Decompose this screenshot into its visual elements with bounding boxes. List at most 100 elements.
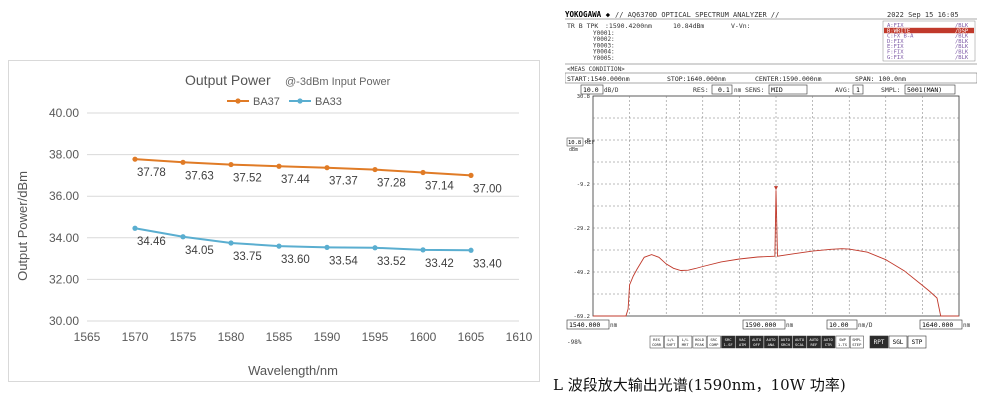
osa-softkey[interactable] — [678, 335, 693, 349]
osa-sens-box[interactable] — [768, 84, 808, 95]
osa-softkey[interactable] — [835, 335, 850, 349]
osa-softkey[interactable] — [849, 335, 864, 349]
osa-ref-box[interactable] — [566, 137, 584, 147]
chart-legend: BA37 BA33 — [227, 96, 342, 108]
data-point-BA33 — [468, 247, 474, 253]
osa-mode-label: STP — [912, 339, 923, 346]
chart-series: 37.78 37.63 37.52 37.44 37.37 37.28 37.14 37.00… — [132, 156, 502, 270]
osa-res-box[interactable] — [711, 84, 733, 95]
osa-start: START:1540.000nm — [567, 75, 630, 83]
osa-trace-name[interactable]: G:FIX — [887, 55, 904, 61]
osa-trace-name[interactable]: E:FIX — [887, 44, 904, 50]
osa-y-tick-label: 30.8 — [577, 94, 590, 100]
osa-softkey[interactable] — [664, 335, 678, 349]
x-tick-label: 1575 — [170, 330, 197, 344]
data-point-BA33 — [324, 244, 330, 250]
osa-smpl-label: SMPL: — [881, 86, 901, 94]
data-point-BA37 — [468, 172, 474, 178]
osa-softkey[interactable] — [692, 335, 707, 349]
osa-trace-name[interactable]: C:FX B-A — [887, 34, 914, 40]
osa-softkey[interactable] — [649, 335, 664, 349]
osa-trace-mode: /BLK — [955, 23, 969, 29]
osa-softkey-label: RES — [653, 337, 661, 342]
y-tick-label: 30.00 — [49, 314, 79, 328]
data-point-BA33 — [228, 240, 234, 246]
osa-softkey[interactable] — [821, 335, 836, 349]
data-label-BA37: 37.63 — [185, 170, 214, 182]
osa-percent: -98% — [567, 339, 582, 346]
osa-y-tick-label: -49.2 — [573, 270, 590, 276]
osa-softkey[interactable] — [706, 335, 721, 349]
osa-softkey-label: L/L — [667, 337, 675, 342]
osa-marker-row: Y0001: — [593, 30, 615, 37]
osa-trace-table: A:FIX/BLK B:WRITE/DSP C:FX B-A/BLK D:FIX/BL… — [884, 23, 974, 61]
osa-span: SPAN: 100.0nm — [855, 75, 906, 83]
x-tick-label: 1570 — [122, 330, 149, 344]
osa-mode-buttons: RPT SGL STP — [869, 335, 927, 349]
osa-smpl-box[interactable] — [904, 84, 956, 95]
osa-model: // AQ6370D OPTICAL SPECTRUM ANALYZER // — [615, 11, 779, 19]
osa-softkey-label: MRT — [682, 342, 690, 347]
osa-mode-sgl-button[interactable] — [888, 335, 908, 349]
osa-softkey[interactable] — [792, 335, 807, 349]
osa-mode-stp-button[interactable] — [907, 335, 927, 349]
osa-softkey-label: SMPL — [852, 337, 862, 342]
legend-label-BA37: BA37 — [253, 96, 280, 108]
osa-softkey[interactable] — [721, 335, 736, 349]
osa-softkey[interactable] — [778, 335, 793, 349]
data-point-BA37 — [276, 163, 282, 169]
osa-x-stop-value: 1640.000 — [922, 321, 953, 329]
osa-marker-v: V-Vn: — [731, 22, 751, 30]
osa-res-value: 0.1 — [718, 86, 730, 94]
osa-softkey-label: PEAK — [695, 342, 705, 347]
series-line-BA33 — [134, 227, 472, 252]
osa-softkey[interactable] — [749, 335, 764, 349]
osa-x-center-value: 1590.000 — [745, 321, 776, 329]
osa-scale-box[interactable] — [580, 84, 604, 95]
osa-x-stop-box[interactable] — [919, 319, 963, 330]
osa-marker-row: Y0004: — [593, 49, 615, 56]
osa-softkey-label: OFF — [753, 342, 761, 347]
osa-scale-value: 10.0 — [583, 86, 599, 94]
data-label-BA33: 33.52 — [377, 256, 406, 268]
osa-gridlines — [593, 96, 959, 316]
data-label-BA33: 33.42 — [425, 258, 454, 270]
osa-x-center-box[interactable] — [742, 319, 786, 330]
data-label-BA33: 34.46 — [137, 236, 166, 248]
x-tick-label: 1610 — [506, 330, 533, 344]
osa-avg-label: AVG: — [835, 86, 851, 94]
x-tick-label: 1580 — [218, 330, 245, 344]
data-point-BA37 — [372, 166, 378, 173]
osa-softkey-label: SRCH — [781, 342, 791, 347]
osa-sens-label: SENS: — [745, 86, 765, 94]
osa-trace-name[interactable]: B:WRITE — [887, 28, 910, 34]
osa-trace-name[interactable]: A:FIX — [887, 23, 904, 29]
osa-softkey-label: CORR — [652, 342, 662, 347]
x-tick-label: 1590 — [314, 330, 341, 344]
osa-marker-row: Y0002: — [593, 36, 615, 43]
osa-softkey-label: SHFT — [666, 342, 676, 347]
osa-trace-name[interactable]: F:FIX — [887, 50, 904, 56]
osa-softkey[interactable] — [807, 335, 821, 349]
y-tick-label: 34.00 — [49, 231, 79, 245]
osa-softkey-label: L/L — [682, 337, 690, 342]
osa-avg-box[interactable] — [852, 84, 864, 95]
osa-softkey-label: AUTO — [824, 337, 834, 342]
osa-caption: L 波段放大输出光谱(1590nm，10W 功率) — [553, 376, 846, 394]
series-line-BA37 — [134, 158, 472, 177]
osa-softkey-label: CTR — [825, 342, 833, 347]
osa-x-start-box[interactable] — [566, 319, 610, 330]
osa-softkey[interactable] — [735, 335, 750, 349]
osa-mode-rpt-button[interactable] — [869, 335, 889, 349]
y-axis-label: Output Power/dBm — [15, 171, 30, 281]
osa-res-label: RES: — [693, 86, 709, 94]
legend-label-BA33: BA33 — [315, 96, 342, 108]
osa-mode-label: SGL — [893, 339, 904, 346]
osa-datetime: 2022 Sep 15 16:05 — [887, 11, 959, 19]
data-point-BA37 — [324, 165, 330, 171]
osa-header-left: TR B TPK — [567, 22, 598, 30]
osa-softkey[interactable] — [764, 335, 778, 349]
osa-trace-name[interactable]: D:FIX — [887, 39, 904, 45]
osa-softkey-label: AUTO — [795, 337, 805, 342]
osa-x-div-box[interactable] — [826, 319, 858, 330]
